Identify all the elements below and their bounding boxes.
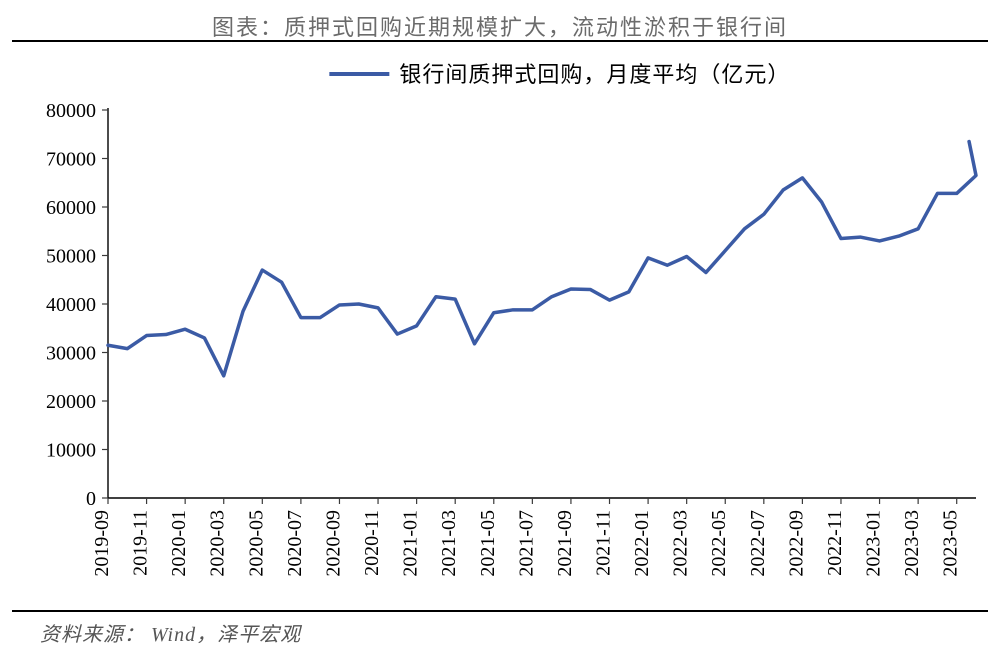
svg-text:2020-09: 2020-09 <box>322 510 344 577</box>
svg-text:2023-03: 2023-03 <box>901 510 923 577</box>
svg-text:2023-05: 2023-05 <box>940 510 962 577</box>
svg-text:2019-09: 2019-09 <box>91 510 113 577</box>
svg-text:10000: 10000 <box>46 440 96 462</box>
svg-text:2021-09: 2021-09 <box>554 510 576 577</box>
svg-text:2022-03: 2022-03 <box>670 510 692 577</box>
svg-text:2021-07: 2021-07 <box>515 510 537 577</box>
svg-text:2021-05: 2021-05 <box>477 510 499 577</box>
svg-text:2022-11: 2022-11 <box>824 510 846 576</box>
svg-text:70000: 70000 <box>46 149 96 171</box>
data-source: 资料来源： Wind，泽平宏观 <box>40 618 301 647</box>
series-line <box>108 142 976 376</box>
svg-text:2020-11: 2020-11 <box>361 510 383 576</box>
svg-text:80000: 80000 <box>46 100 96 122</box>
svg-text:30000: 30000 <box>46 343 96 365</box>
legend-label: 银行间质押式回购，月度平均（亿元） <box>399 62 790 87</box>
svg-text:2020-01: 2020-01 <box>168 510 190 577</box>
svg-text:2020-07: 2020-07 <box>284 510 306 577</box>
line-chart: 0 10000 20000 30000 40000 50000 60000 70000 8000… <box>12 44 988 604</box>
chart-caption: 图表：质押式回购近期规模扩大，流动性淤积于银行间 <box>0 10 1000 42</box>
svg-text:2021-11: 2021-11 <box>593 510 615 576</box>
svg-text:2022-09: 2022-09 <box>785 510 807 577</box>
svg-text:0: 0 <box>86 488 96 510</box>
svg-text:2022-07: 2022-07 <box>747 510 769 577</box>
svg-text:2019-11: 2019-11 <box>130 510 152 576</box>
svg-text:2022-05: 2022-05 <box>708 510 730 577</box>
legend: 银行间质押式回购，月度平均（亿元） <box>329 62 790 87</box>
svg-text:2020-05: 2020-05 <box>245 510 267 577</box>
plot-area: 0 10000 20000 30000 40000 50000 60000 70000 8000… <box>12 44 988 605</box>
top-rule <box>12 40 988 42</box>
svg-text:40000: 40000 <box>46 294 96 316</box>
svg-text:60000: 60000 <box>46 197 96 219</box>
svg-text:2023-01: 2023-01 <box>863 510 885 577</box>
svg-text:2022-01: 2022-01 <box>631 510 653 577</box>
svg-text:20000: 20000 <box>46 391 96 413</box>
svg-text:50000: 50000 <box>46 246 96 268</box>
svg-text:2021-01: 2021-01 <box>400 510 422 577</box>
svg-text:2021-03: 2021-03 <box>438 510 460 577</box>
figure-container: 图表：质押式回购近期规模扩大，流动性淤积于银行间 0 10000 20000 3000… <box>0 0 1000 655</box>
bottom-rule <box>12 610 988 612</box>
svg-text:2020-03: 2020-03 <box>207 510 229 577</box>
